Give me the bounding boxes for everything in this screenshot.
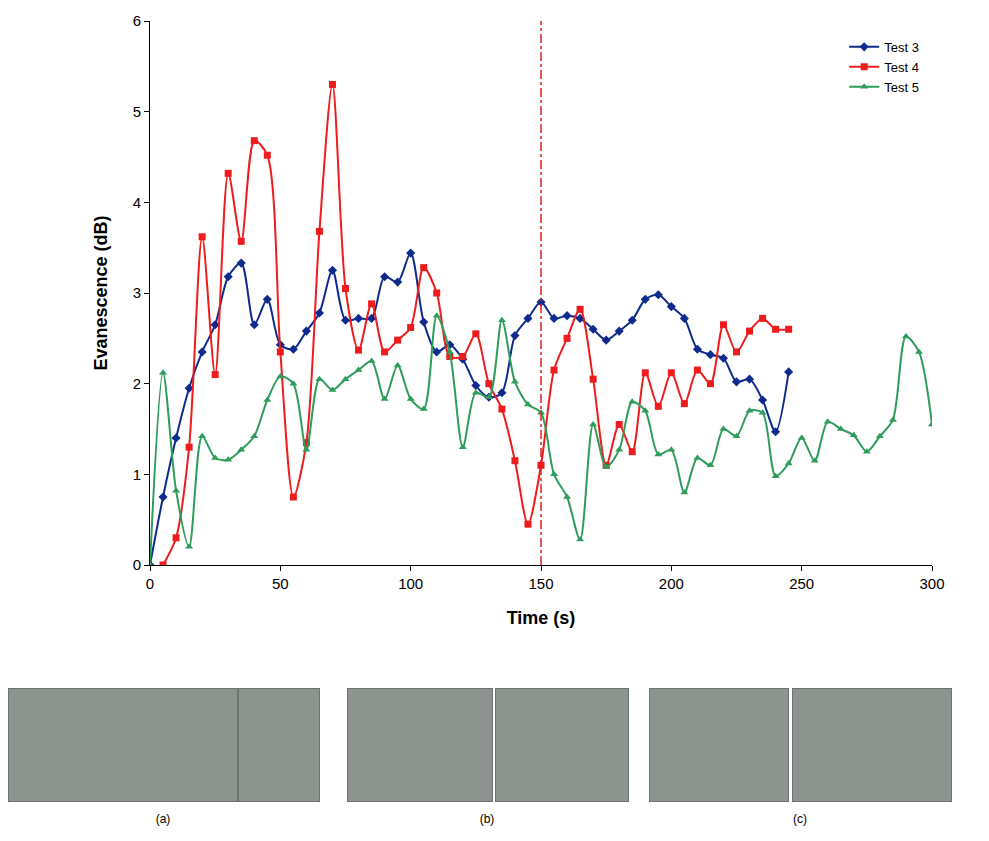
svg-text:250: 250 <box>789 575 814 592</box>
svg-text:0: 0 <box>133 556 141 573</box>
svg-text:Test 5: Test 5 <box>884 80 919 95</box>
svg-text:4: 4 <box>133 194 141 211</box>
svg-text:200: 200 <box>659 575 684 592</box>
svg-text:1: 1 <box>133 466 141 483</box>
svg-text:2: 2 <box>133 375 141 392</box>
svg-text:Time (s): Time (s) <box>507 608 576 628</box>
svg-text:300: 300 <box>919 575 944 592</box>
svg-text:5: 5 <box>133 103 141 120</box>
html-text:(a): (a) <box>155 812 171 826</box>
svg-text:3: 3 <box>133 284 141 301</box>
svg-text:0: 0 <box>146 575 154 592</box>
html-text:(b): (b) <box>479 812 495 826</box>
svg-text:6: 6 <box>133 12 141 29</box>
svg-text:Test 3: Test 3 <box>884 40 919 55</box>
svg-text:Test 4: Test 4 <box>884 60 919 75</box>
svg-text:150: 150 <box>528 575 553 592</box>
html-text:(c): (c) <box>793 812 807 826</box>
svg-text:Evanescence (dB): Evanescence (dB) <box>91 215 111 370</box>
svg-text:50: 50 <box>272 575 289 592</box>
svg-text:100: 100 <box>398 575 423 592</box>
